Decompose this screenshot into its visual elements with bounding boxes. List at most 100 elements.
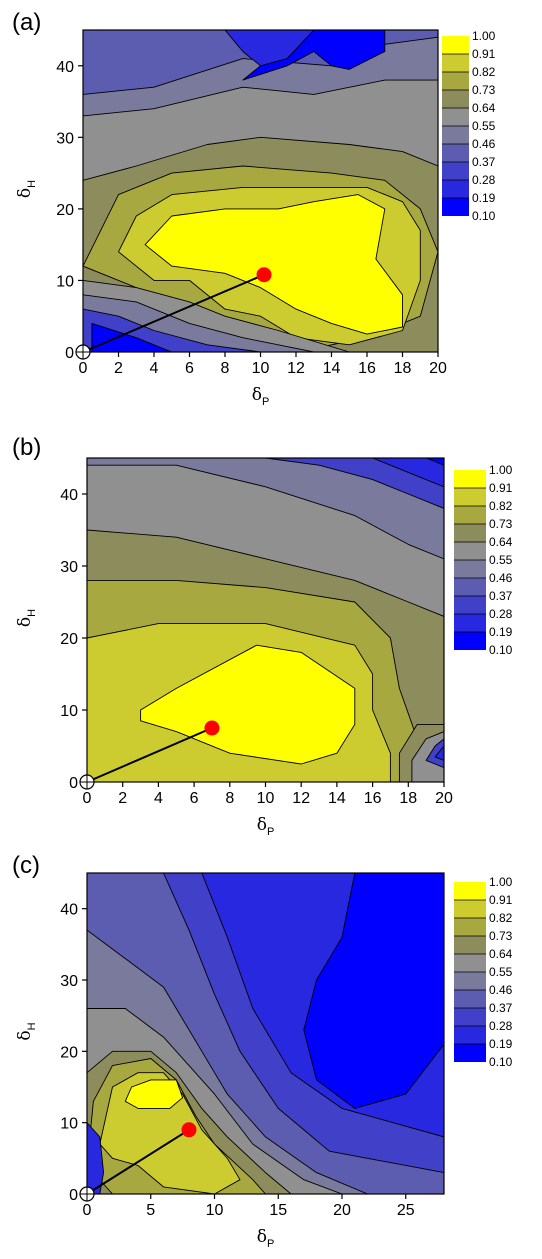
legend-swatch (454, 972, 486, 990)
y-tick-label: 20 (56, 202, 74, 219)
legend: 1.00 0.91 0.82 0.73 0.64 0.55 0.46 0.37 0.28 0.19… (454, 875, 513, 1069)
contour-regions (87, 458, 444, 782)
contour-region (372, 458, 444, 488)
x-axis-subscript: P (267, 1238, 274, 1250)
y-tick-label: 10 (56, 273, 74, 290)
x-tick-label: 16 (358, 360, 376, 377)
x-tick-label: 18 (394, 360, 412, 377)
legend-swatch (454, 614, 486, 632)
legend-swatch (442, 180, 469, 198)
legend-label: 0.28 (489, 1019, 513, 1033)
y-tick-label: 20 (60, 1044, 78, 1061)
y-tick-label: 30 (60, 973, 78, 990)
x-tick-label: 8 (221, 360, 230, 377)
legend-label: 0.37 (489, 1001, 513, 1015)
x-tick-label: 10 (252, 360, 270, 377)
y-tick-label: 30 (60, 559, 78, 576)
legend-label: 0.82 (489, 911, 513, 925)
x-tick-label: 0 (79, 360, 88, 377)
legend-label: 0.55 (489, 553, 513, 567)
legend-label: 0.46 (472, 137, 496, 151)
legend-label: 1.00 (472, 29, 496, 43)
legend-swatch (442, 108, 469, 126)
contour-region (224, 30, 315, 67)
x-axis-label: δP (257, 815, 275, 838)
legend-label: 0.55 (472, 119, 496, 133)
y-axis-symbol: δ (15, 188, 35, 198)
x-tick-label: 8 (225, 790, 234, 807)
legend: 1.00 0.91 0.82 0.73 0.64 0.55 0.46 0.37 0.28 0.19… (454, 463, 513, 657)
contour-region (140, 644, 356, 765)
x-tick-label: 10 (206, 1202, 224, 1219)
x-tick-label: 25 (397, 1202, 415, 1219)
legend-swatch (454, 506, 486, 524)
y-tick-label: 40 (56, 59, 74, 76)
legend-label: 1.00 (489, 875, 513, 889)
x-axis-subscript: P (267, 826, 274, 838)
optimum-marker (204, 720, 220, 736)
x-tick-label: 6 (190, 790, 199, 807)
legend-swatch (454, 918, 486, 936)
legend-swatch (442, 162, 469, 180)
origin-to-optimum-line (86, 727, 213, 783)
x-tick-label: 15 (269, 1202, 287, 1219)
legend-label: 0.28 (472, 173, 496, 187)
legend-label: 0.19 (489, 625, 513, 639)
y-axis-label: δH (15, 180, 38, 198)
x-tick-label: 14 (323, 360, 341, 377)
legend-swatch (454, 1008, 486, 1026)
origin-to-optimum-line (82, 273, 265, 353)
legend-swatch (454, 470, 486, 488)
legend-label: 0.28 (489, 607, 513, 621)
legend-swatch (442, 90, 469, 108)
legend-label: 0.64 (489, 947, 513, 961)
panel-label: (b) (12, 434, 41, 461)
x-tick-label: 2 (114, 360, 123, 377)
contour-panel: 0 5 10 15 20 25010203040(c)δPδH1.000.910.820.… (12, 852, 513, 1250)
legend-swatch (454, 990, 486, 1008)
x-axis-symbol: δ (252, 385, 262, 405)
legend-swatch (454, 954, 486, 972)
y-axis-subscript: H (26, 1022, 38, 1030)
contour-region (425, 738, 444, 769)
optimum-marker (256, 267, 272, 283)
x-tick-label: 2 (118, 790, 127, 807)
legend-swatch (442, 36, 469, 54)
legend-swatch (454, 560, 486, 578)
legend-swatch (454, 596, 486, 614)
legend-label: 0.91 (489, 481, 513, 495)
legend-label: 0.10 (472, 209, 496, 223)
x-tick-label: 0 (83, 790, 92, 807)
legend-swatch (442, 126, 469, 144)
legend-label: 0.82 (489, 499, 513, 513)
contour-region (91, 322, 173, 352)
legend-label: 1.00 (489, 463, 513, 477)
y-tick-label: 0 (65, 345, 74, 362)
contour-regions (87, 873, 444, 1194)
x-tick-label: 12 (287, 360, 305, 377)
y-tick-label: 0 (69, 775, 78, 792)
x-axis-label: δP (252, 385, 270, 408)
legend-label: 0.10 (489, 643, 513, 657)
x-tick-label: 5 (146, 1202, 155, 1219)
legend-swatch (454, 1026, 486, 1044)
x-axis-symbol: δ (257, 815, 267, 835)
legend-swatch (442, 54, 469, 72)
y-tick-label: 40 (60, 902, 78, 919)
legend-swatch (454, 488, 486, 506)
x-tick-label: 0 (83, 1202, 92, 1219)
x-tick-label: 6 (185, 360, 194, 377)
legend-swatch (454, 900, 486, 918)
legend-label: 0.91 (489, 893, 513, 907)
panel-label: (c) (12, 852, 40, 879)
legend-swatch (454, 882, 486, 900)
x-tick-label: 20 (429, 360, 447, 377)
legend-swatch (454, 542, 486, 560)
legend-swatch (442, 198, 469, 216)
plot-frame (86, 872, 445, 1195)
x-tick-label: 4 (150, 360, 159, 377)
y-tick-label: 10 (60, 703, 78, 720)
legend-label: 0.19 (472, 191, 496, 205)
legend-label: 0.46 (489, 983, 513, 997)
legend-swatch (454, 578, 486, 596)
